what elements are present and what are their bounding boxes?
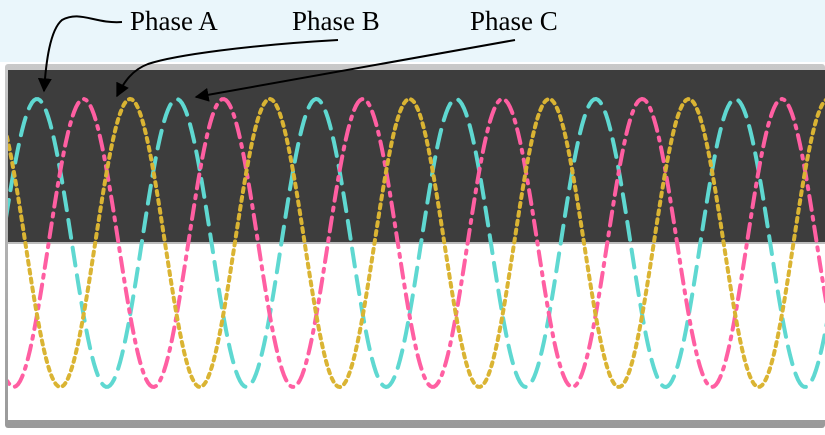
legend-label-phase-a: Phase A [130,6,218,36]
legend-annotations: Phase A Phase B Phase C [37,6,558,102]
series-line-phase-b [8,96,825,390]
series-line-phase-c [8,96,825,390]
legend-arrow-phase-a [37,15,123,93]
header-band [0,0,825,62]
legend-label-phase-c: Phase C [470,6,558,36]
legend-arrow-phase-c [194,39,516,102]
series-layer [8,96,825,390]
legend-label-phase-b: Phase B [292,6,380,36]
upper-band [8,70,825,242]
legend-arrow-phase-b [116,39,339,98]
